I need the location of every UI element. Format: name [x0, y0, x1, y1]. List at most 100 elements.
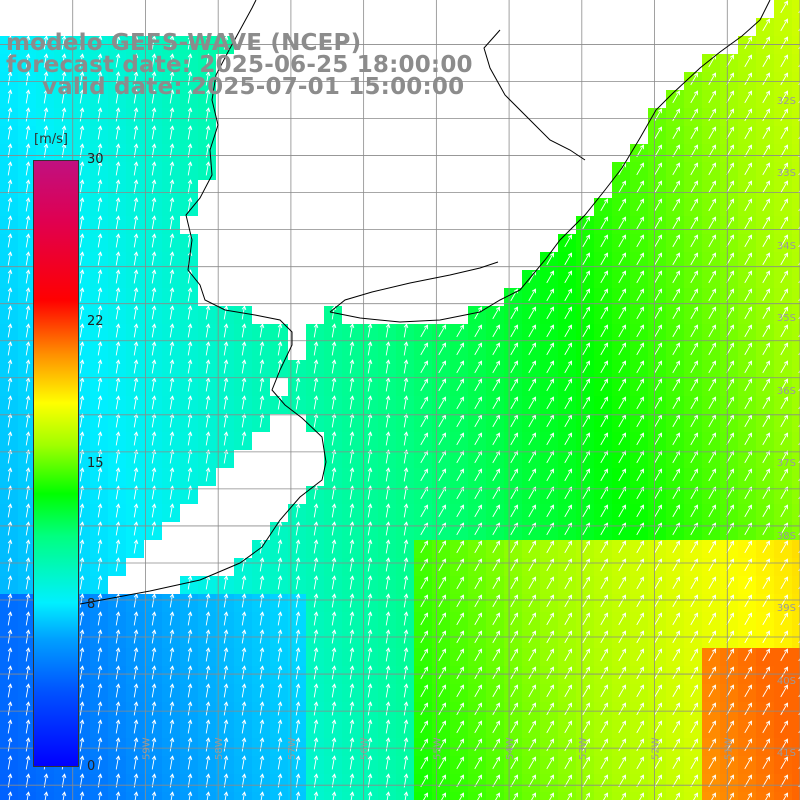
wind-arrow [456, 594, 464, 608]
wind-arrow [744, 756, 752, 770]
wind-arrow [295, 575, 301, 590]
wind-arrow [187, 647, 193, 662]
wind-arrow [744, 612, 752, 626]
wind-arrow [403, 503, 409, 518]
wind-arrow [403, 341, 409, 356]
wind-arrow [25, 323, 31, 338]
wind-arrow [672, 504, 680, 518]
wind-arrow [205, 89, 211, 104]
wind-arrow [313, 557, 319, 572]
wind-arrow [151, 467, 157, 482]
wind-arrow [115, 251, 121, 266]
wind-arrow [295, 521, 301, 536]
speed-cell [792, 342, 800, 360]
wind-arrow [690, 180, 698, 194]
model-title: modelo GEFS-WAVE (NCEP) [6, 30, 362, 56]
wind-arrow [636, 540, 644, 554]
wind-arrow [7, 89, 13, 104]
wind-arrow [564, 684, 572, 698]
wind-arrow [654, 720, 662, 734]
wind-arrow [474, 720, 482, 734]
wind-arrow [474, 396, 482, 410]
wind-arrow [600, 324, 608, 338]
wind-arrow [331, 431, 337, 446]
wind-arrow [726, 612, 734, 626]
wind-arrow [7, 323, 13, 338]
wind-arrow [780, 666, 788, 680]
wind-arrow [403, 467, 409, 482]
wind-arrow [726, 720, 734, 734]
wind-arrow [7, 521, 13, 536]
wind-arrow [672, 360, 680, 374]
wind-arrow [582, 288, 590, 302]
wind-arrow [708, 684, 716, 698]
wind-arrow [331, 737, 337, 752]
wind-arrow [259, 647, 265, 662]
wind-arrow [97, 71, 103, 86]
wind-arrow [295, 359, 301, 374]
wind-arrow [762, 396, 770, 410]
wind-arrow [492, 666, 500, 680]
wind-arrow [618, 558, 626, 572]
wind-arrow [7, 341, 13, 356]
wind-arrow [313, 323, 319, 338]
wind-arrow [762, 666, 770, 680]
wind-arrow [187, 35, 193, 50]
wind-arrow [313, 341, 319, 356]
wind-arrow [115, 683, 121, 698]
wind-arrow [97, 341, 103, 356]
wind-arrow [420, 378, 428, 392]
wind-arrow [25, 359, 31, 374]
wind-arrow [25, 287, 31, 302]
wind-arrow [780, 558, 788, 572]
speed-cell [792, 270, 800, 288]
wind-arrow [223, 701, 229, 716]
wind-arrow [25, 719, 31, 734]
wind-arrow [25, 503, 31, 518]
wind-arrow [187, 107, 193, 122]
wind-arrow [780, 54, 788, 68]
wind-arrow [690, 756, 698, 770]
wind-arrow [25, 161, 31, 176]
wind-arrow [600, 504, 608, 518]
wind-arrow [295, 611, 301, 626]
wind-arrow [654, 666, 662, 680]
wind-arrow [205, 161, 211, 176]
wind-arrow [528, 738, 536, 752]
wind-arrow [187, 179, 193, 194]
wind-arrow [762, 684, 770, 698]
wind-arrow [7, 647, 13, 662]
wind-arrow [528, 432, 536, 446]
wind-arrow [7, 701, 13, 716]
wind-arrow [582, 216, 590, 230]
wind-arrow [241, 701, 247, 716]
wind-arrow [367, 521, 373, 536]
wind-arrow [672, 432, 680, 446]
wind-arrow [582, 324, 590, 338]
wind-arrow [403, 647, 409, 662]
wind-arrow [367, 737, 373, 752]
wind-arrow [726, 666, 734, 680]
wind-arrow [672, 540, 680, 554]
wind-arrow [744, 54, 752, 68]
wind-arrow [223, 323, 229, 338]
wind-arrow [492, 468, 500, 482]
wind-arrow [403, 611, 409, 626]
wind-arrow [564, 234, 572, 248]
wind-arrow [79, 35, 85, 50]
wind-arrow [420, 720, 428, 734]
wind-arrow [780, 756, 788, 770]
wind-arrow [780, 576, 788, 590]
wind-arrow [349, 701, 355, 716]
speed-cell [792, 504, 800, 522]
wind-arrow [385, 467, 391, 482]
wind-arrow [295, 719, 301, 734]
wind-arrow [618, 396, 626, 410]
wind-arrow [456, 720, 464, 734]
wind-arrow [7, 467, 13, 482]
wind-arrow [187, 737, 193, 752]
wind-arrow [672, 648, 680, 662]
wind-arrow [205, 467, 211, 482]
wind-arrow [115, 395, 121, 410]
wind-arrow [474, 684, 482, 698]
